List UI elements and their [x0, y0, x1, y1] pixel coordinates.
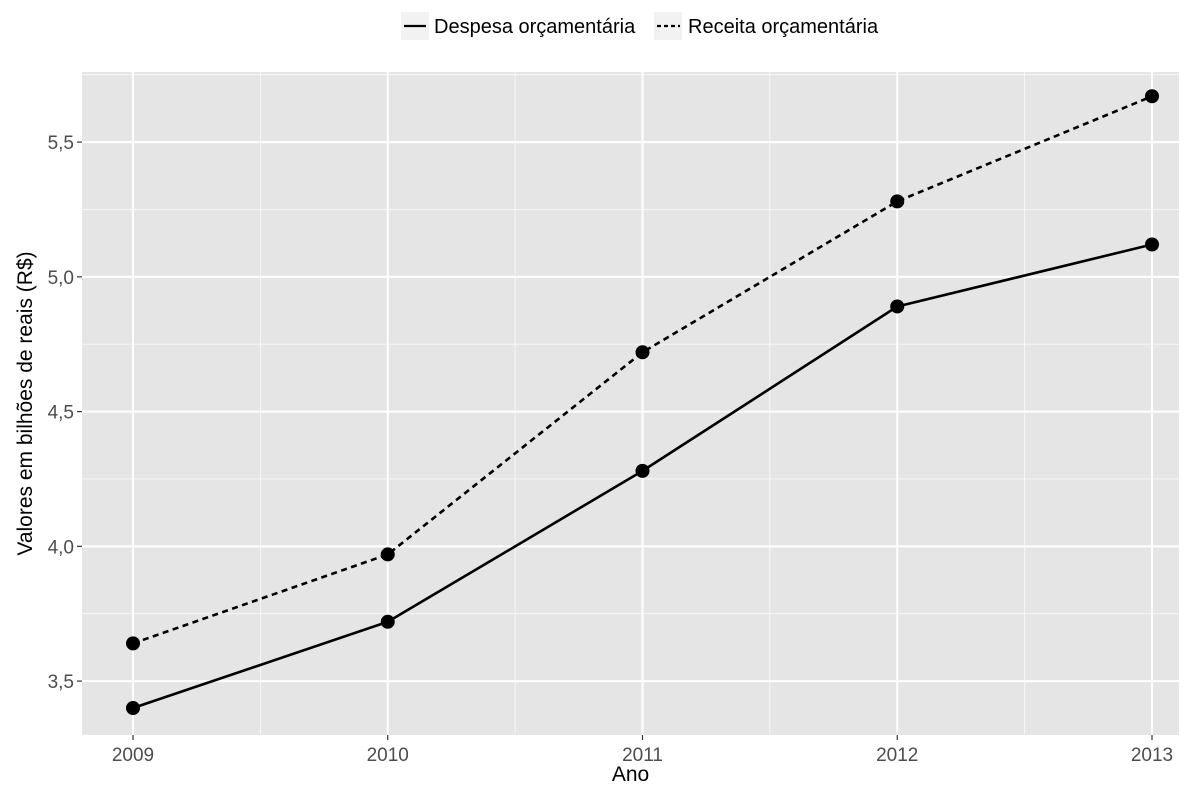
plot-panel — [82, 72, 1179, 735]
y-tick-label: 5,0 — [48, 268, 74, 289]
data-point-despesa — [126, 701, 140, 716]
x-axis-title: Ano — [612, 763, 649, 786]
data-point-despesa — [380, 614, 395, 629]
data-point-despesa — [1145, 237, 1159, 252]
x-tick-label: 2011 — [622, 745, 663, 766]
x-tick-label: 2009 — [112, 745, 154, 766]
y-axis-title: Valores em bilhões de reais (R$) — [14, 251, 37, 555]
x-tick-label: 2012 — [876, 745, 918, 766]
y-axis: 3,5 4,0 4,5 5,0 5,5 — [48, 133, 82, 693]
x-tick-label: 2010 — [367, 745, 409, 766]
y-tick-label: 3,5 — [48, 672, 74, 693]
x-axis: 2009 2010 2011 2012 2013 — [112, 735, 1173, 766]
y-tick-label: 4,0 — [48, 537, 74, 558]
x-tick-label: 2013 — [1131, 745, 1173, 766]
data-point-despesa — [635, 463, 650, 478]
y-tick-label: 4,5 — [48, 403, 74, 424]
y-tick-label: 5,5 — [48, 133, 74, 154]
data-point-despesa — [890, 299, 905, 314]
data-point-receita — [126, 636, 140, 651]
series-line-receita — [132, 95, 1153, 645]
series-points — [126, 89, 1159, 716]
data-point-receita — [380, 547, 395, 562]
legend-label-despesa: Despesa orçamentária — [434, 16, 636, 38]
data-point-receita — [890, 194, 905, 209]
data-point-receita — [1145, 89, 1159, 104]
legend-label-receita: Receita orçamentária — [688, 16, 879, 38]
data-point-receita — [635, 345, 650, 360]
legend: Despesa orçamentária Receita orçamentári… — [401, 12, 879, 40]
